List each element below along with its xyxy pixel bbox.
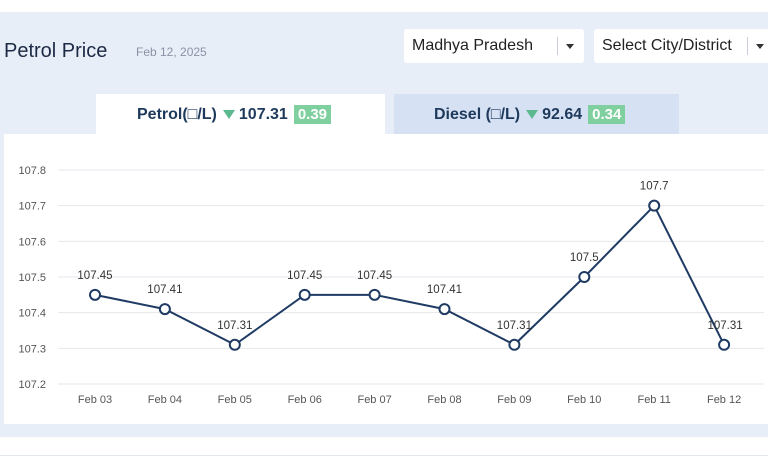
y-tick-label: 107.2 <box>18 379 46 391</box>
data-label: 107.41 <box>147 284 182 296</box>
series-line <box>94 203 725 346</box>
data-label: 107.7 <box>640 181 669 193</box>
state-select-value: Madhya Pradesh <box>412 37 533 54</box>
data-point <box>368 288 381 301</box>
chevron-down-icon[interactable] <box>756 44 764 49</box>
tab-diesel-price: 92.64 <box>542 106 583 123</box>
data-label: 107.31 <box>497 320 532 332</box>
tab-diesel-label: Diesel (□/L) <box>434 106 521 123</box>
chevron-down-icon[interactable] <box>566 44 574 49</box>
data-point <box>578 271 591 283</box>
tab-diesel-change-badge: 0.34 <box>588 105 626 124</box>
state-select[interactable]: Madhya Pradesh <box>404 29 584 63</box>
city-select[interactable]: Select City/District <box>594 29 768 63</box>
tab-petrol[interactable]: Petrol(□/L) 107.31 0.39 <box>96 94 385 134</box>
price-date: Feb 12, 2025 <box>136 45 207 59</box>
data-point <box>648 199 661 212</box>
x-tick-label: Feb 12 <box>707 394 741 406</box>
data-label: 107.31 <box>708 320 743 332</box>
x-tick-label: Feb 06 <box>288 394 322 406</box>
data-point <box>438 303 451 316</box>
x-tick-label: Feb 07 <box>357 394 391 406</box>
y-tick-label: 107.3 <box>18 343 46 355</box>
x-tick-label: Feb 08 <box>427 394 461 406</box>
x-tick-label: Feb 05 <box>218 394 252 406</box>
data-label: 107.31 <box>217 320 252 332</box>
price-line-chart: 107.8 107.7 107.6 107.5 107.4 107.3 107.2 Feb 0… <box>18 165 764 406</box>
x-tick-label: Feb 03 <box>78 394 112 406</box>
data-point <box>89 288 101 301</box>
data-label: 107.41 <box>427 284 462 296</box>
chart-card: 107.8 107.7 107.6 107.5 107.4 107.3 107.2 Feb 0… <box>4 134 768 424</box>
tab-petrol-label: Petrol(□/L) <box>137 106 217 123</box>
data-point <box>228 338 241 351</box>
data-label: 107.5 <box>570 252 599 264</box>
y-tick-label: 107.4 <box>18 308 46 320</box>
x-tick-label: Feb 11 <box>637 394 670 406</box>
x-tick-label: Feb 10 <box>567 394 601 406</box>
tab-petrol-price: 107.31 <box>238 106 288 123</box>
data-point <box>508 338 521 351</box>
y-tick-label: 107.5 <box>18 272 46 284</box>
y-tick-label: 107.8 <box>18 165 46 177</box>
tab-diesel[interactable]: Diesel (□/L) 92.64 0.34 <box>394 94 679 134</box>
y-tick-label: 107.7 <box>18 201 46 213</box>
data-point <box>718 338 731 351</box>
y-tick-label: 107.6 <box>18 236 46 248</box>
price-down-icon <box>222 109 235 119</box>
data-label: 107.45 <box>357 270 392 282</box>
page-title: Petrol Price <box>4 40 108 62</box>
tab-petrol-change-badge: 0.39 <box>293 105 332 124</box>
data-point <box>298 288 311 301</box>
city-select-value: Select City/District <box>602 37 732 54</box>
select-divider <box>557 37 558 55</box>
select-divider <box>747 37 748 55</box>
price-down-icon <box>526 109 539 119</box>
x-tick-label: Feb 09 <box>497 394 531 406</box>
x-tick-label: Feb 04 <box>148 394 182 406</box>
divider <box>0 455 768 456</box>
data-point <box>158 303 171 316</box>
data-label: 107.45 <box>287 270 322 282</box>
data-label: 107.45 <box>77 270 112 282</box>
